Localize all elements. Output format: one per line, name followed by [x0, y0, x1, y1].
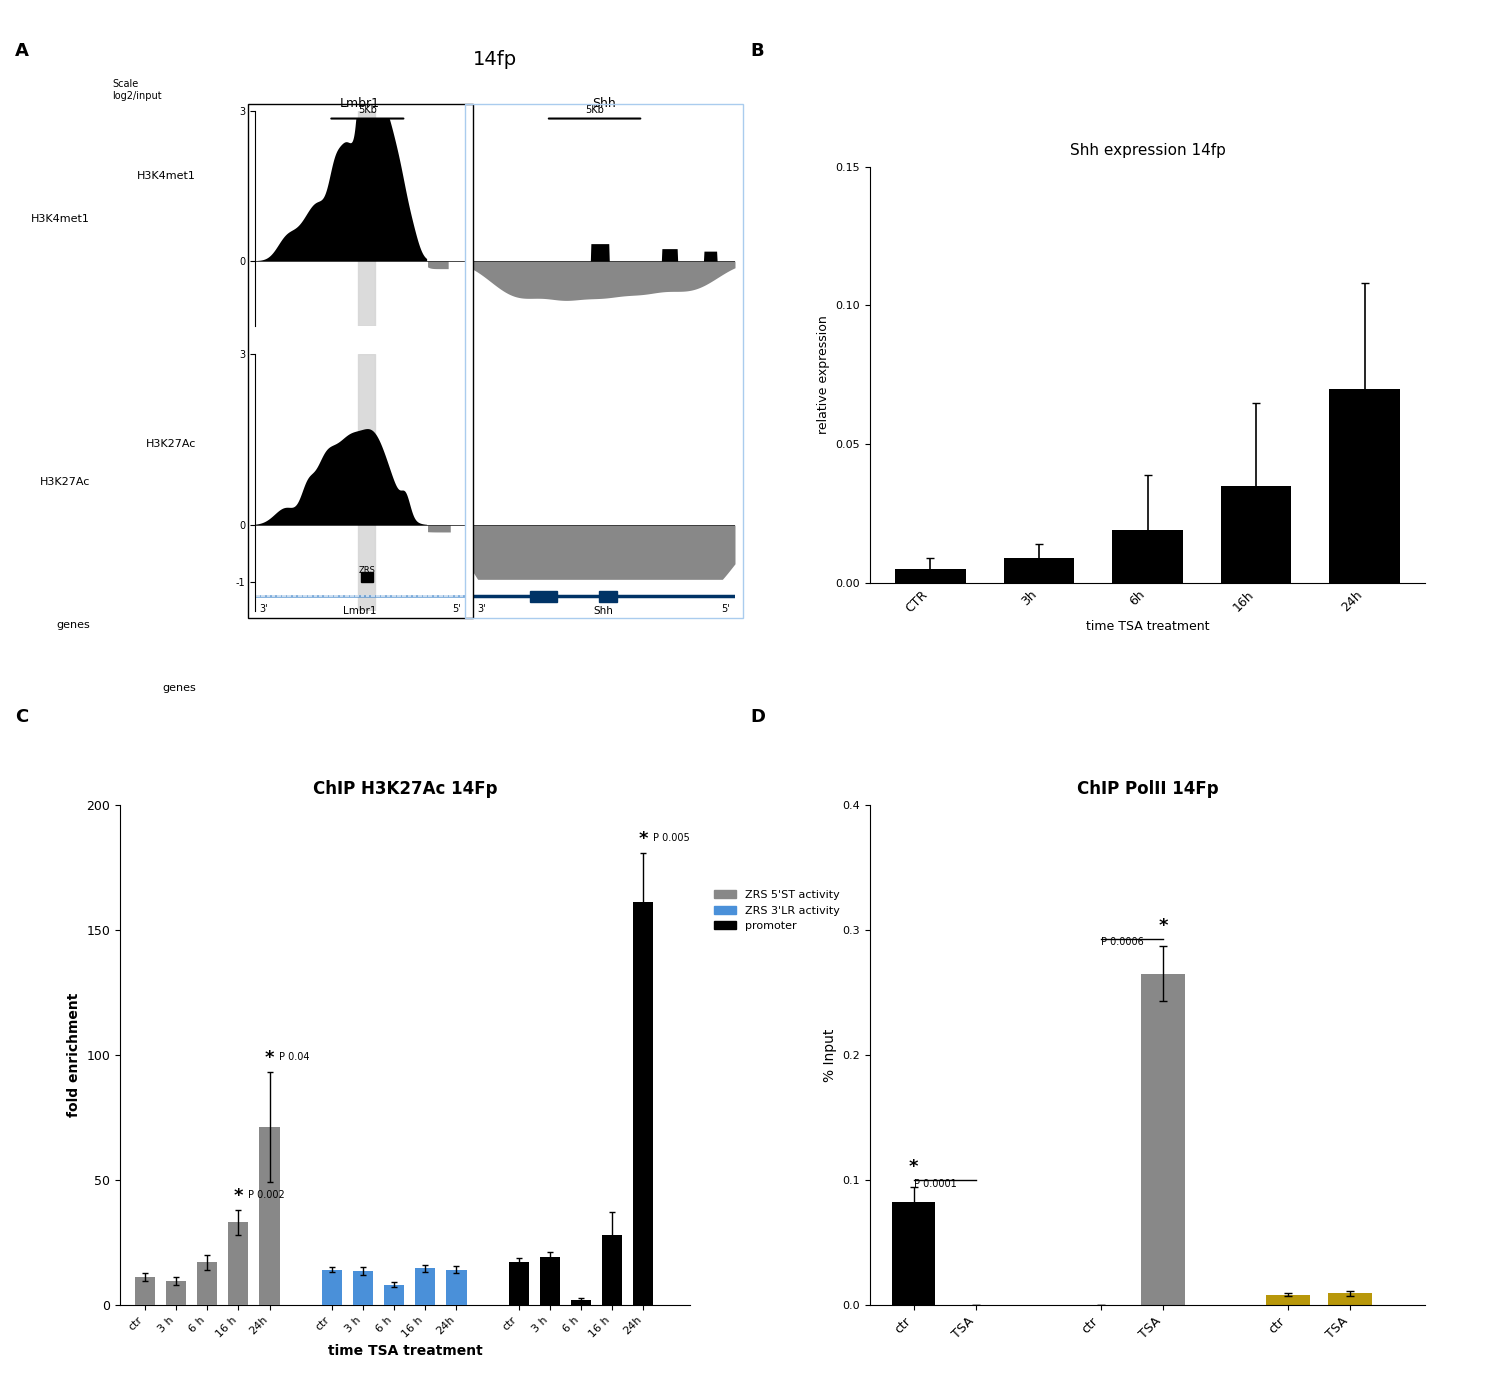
Bar — [1329, 1294, 1372, 1305]
Text: P 0.0001: P 0.0001 — [914, 1178, 957, 1188]
Bar — [1221, 486, 1292, 583]
Text: *: * — [909, 1159, 918, 1176]
Text: Shh: Shh — [594, 607, 613, 616]
Text: C: C — [15, 708, 28, 726]
Bar — [896, 569, 966, 583]
Text: *: * — [234, 1187, 243, 1205]
Title: Shh expression 14fp: Shh expression 14fp — [1070, 143, 1226, 158]
Bar — [416, 1269, 435, 1305]
Y-axis label: % Input: % Input — [824, 1029, 837, 1081]
Bar — [358, 111, 375, 326]
Text: H3K27Ac: H3K27Ac — [146, 439, 196, 448]
Text: P 0.005: P 0.005 — [652, 833, 690, 843]
Bar — [509, 1262, 530, 1305]
X-axis label: time TSA treatment: time TSA treatment — [327, 1345, 483, 1359]
Bar — [358, 354, 375, 611]
Y-axis label: relative expression: relative expression — [818, 315, 830, 434]
Bar — [633, 902, 654, 1305]
X-axis label: time TSA treatment: time TSA treatment — [1086, 620, 1209, 633]
Text: H3K4met1: H3K4met1 — [32, 214, 90, 223]
Bar — [1004, 558, 1074, 583]
Title: Shh: Shh — [592, 97, 615, 110]
Title: Lmbr1: Lmbr1 — [340, 97, 380, 110]
Bar — [1112, 530, 1184, 583]
Text: 5': 5' — [452, 604, 460, 613]
Bar — [166, 1281, 186, 1305]
Title: ChIP H3K27Ac 14Fp: ChIP H3K27Ac 14Fp — [312, 780, 496, 798]
Text: 14fp: 14fp — [472, 50, 518, 69]
Bar — [362, 572, 372, 582]
Bar — [447, 1270, 466, 1305]
Text: 5Kb: 5Kb — [358, 104, 376, 115]
Text: 3': 3' — [477, 604, 486, 613]
Text: 5': 5' — [722, 604, 729, 613]
Bar — [540, 1258, 560, 1305]
Bar — [196, 1262, 217, 1305]
Title: ChIP PolII 14Fp: ChIP PolII 14Fp — [1077, 780, 1218, 798]
Text: Scale
log2/input: Scale log2/input — [112, 79, 162, 101]
Text: Lmbr1: Lmbr1 — [344, 607, 376, 616]
Text: genes: genes — [162, 683, 196, 693]
Text: genes: genes — [57, 619, 90, 630]
Text: *: * — [639, 830, 648, 848]
Text: A: A — [15, 42, 28, 60]
Bar — [572, 1299, 591, 1305]
Text: P 0.0006: P 0.0006 — [1101, 937, 1143, 948]
Bar — [352, 1271, 374, 1305]
Bar — [602, 1235, 622, 1305]
Text: D: D — [750, 708, 765, 726]
Bar — [1142, 974, 1185, 1305]
Text: P 0.002: P 0.002 — [248, 1190, 285, 1199]
Text: P 0.04: P 0.04 — [279, 1052, 309, 1062]
Bar — [1266, 1295, 1310, 1305]
Bar — [598, 591, 616, 602]
Bar — [321, 1270, 342, 1305]
Bar — [135, 1277, 154, 1305]
Bar — [1329, 389, 1400, 583]
Text: ZRS: ZRS — [358, 566, 375, 576]
Bar — [531, 591, 556, 602]
Text: *: * — [1158, 917, 1168, 936]
Bar — [260, 1127, 279, 1305]
Text: *: * — [266, 1049, 274, 1067]
Text: 5Kb: 5Kb — [585, 104, 604, 115]
Bar — [228, 1223, 249, 1305]
Bar — [892, 1202, 936, 1305]
Text: 3': 3' — [260, 604, 268, 613]
Y-axis label: fold enrichment: fold enrichment — [68, 992, 81, 1117]
Bar — [384, 1285, 404, 1305]
Text: B: B — [750, 42, 764, 60]
Text: H3K4met1: H3K4met1 — [138, 171, 196, 180]
Legend: ZRS 5'ST activity, ZRS 3'LR activity, promoter: ZRS 5'ST activity, ZRS 3'LR activity, pr… — [710, 886, 844, 936]
Text: H3K27Ac: H3K27Ac — [39, 477, 90, 487]
